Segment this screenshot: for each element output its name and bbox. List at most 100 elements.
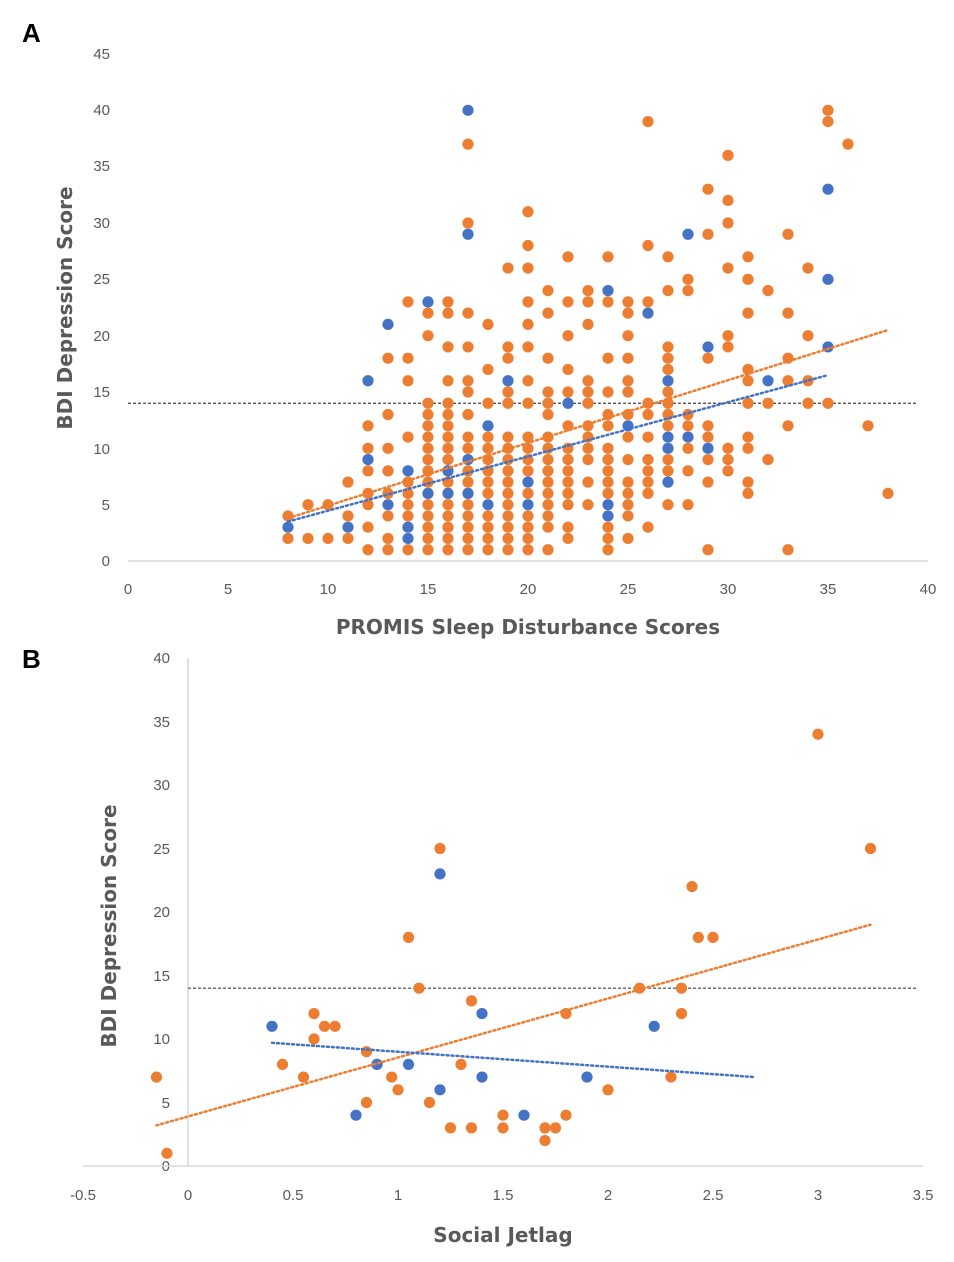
panel-b-x-axis-title: Social Jetlag [433, 1223, 572, 1247]
data-point-orange [702, 431, 714, 443]
data-point-orange [682, 442, 694, 454]
data-point-orange [402, 499, 414, 511]
y-tick-label: 15 [153, 968, 170, 985]
y-tick-label: 10 [153, 1031, 170, 1048]
data-point-blue [434, 868, 446, 880]
data-point-orange [602, 465, 614, 477]
data-point-blue [648, 1020, 660, 1032]
data-point-orange [497, 1122, 509, 1134]
trendline-orange [286, 328, 890, 520]
data-point-blue [350, 1109, 362, 1121]
data-point-blue [522, 476, 534, 488]
data-point-orange [702, 183, 714, 195]
trendline-blue [270, 1041, 757, 1079]
data-point-orange [542, 521, 554, 533]
data-point-orange [782, 375, 794, 387]
data-point-orange [802, 397, 814, 409]
data-point-orange [782, 307, 794, 319]
data-point-orange [562, 296, 574, 308]
data-point-orange [549, 1122, 562, 1134]
data-point-orange [462, 532, 474, 545]
data-point-orange [662, 352, 674, 364]
data-point-orange [522, 239, 534, 252]
data-point-orange [161, 1147, 173, 1159]
data-point-blue [462, 228, 474, 240]
data-point-orange [622, 352, 634, 364]
data-point-orange [422, 442, 434, 454]
data-point-orange [582, 296, 594, 308]
data-point-orange [702, 476, 714, 488]
x-tick-label: 0.5 [283, 1187, 304, 1204]
data-point-orange [642, 476, 654, 488]
data-point-orange [864, 842, 877, 855]
data-point-orange [662, 251, 674, 263]
data-point-blue [442, 487, 454, 499]
data-point-orange [282, 510, 294, 522]
data-point-orange [402, 431, 414, 443]
data-point-orange [539, 1135, 551, 1147]
data-point-orange [462, 510, 474, 522]
data-point-orange [502, 476, 514, 488]
data-point-orange [502, 262, 514, 274]
data-point-orange [522, 442, 534, 454]
data-point-orange [675, 1008, 688, 1020]
data-point-orange [722, 217, 734, 229]
data-point-orange [622, 431, 634, 443]
data-point-orange [465, 1122, 478, 1134]
data-point-orange [362, 442, 374, 454]
data-point-orange [633, 982, 646, 994]
data-point-orange [482, 431, 494, 443]
data-point-blue [822, 183, 834, 195]
data-point-orange [782, 228, 794, 240]
data-point-orange [422, 521, 434, 533]
data-point-orange [822, 397, 834, 409]
data-point-orange [682, 499, 694, 511]
data-point-orange [502, 544, 514, 556]
data-point-orange [318, 1020, 331, 1032]
data-point-blue [422, 487, 434, 499]
data-point-orange [665, 1071, 677, 1083]
data-point-orange [742, 442, 754, 454]
data-point-blue [522, 499, 534, 511]
x-tick-label: 5 [224, 581, 232, 598]
data-point-orange [722, 442, 734, 454]
data-point-orange [562, 386, 574, 398]
data-point-blue [662, 442, 674, 454]
data-point-orange [662, 465, 674, 477]
y-tick-label: 35 [93, 158, 110, 175]
data-point-orange [622, 476, 634, 488]
data-point-orange [522, 341, 534, 353]
data-point-orange [542, 510, 554, 522]
data-point-orange [382, 442, 394, 454]
data-point-orange [707, 931, 719, 944]
data-point-orange [622, 487, 634, 499]
data-point-orange [862, 420, 874, 432]
data-point-orange [422, 510, 434, 522]
data-point-blue [462, 487, 474, 499]
data-point-orange [442, 521, 454, 533]
data-point-orange [442, 408, 454, 421]
data-point-orange [462, 465, 474, 477]
data-point-orange [662, 285, 674, 297]
data-point-orange [308, 1008, 320, 1020]
data-point-orange [502, 532, 514, 545]
data-point-orange [522, 487, 534, 499]
data-point-blue [602, 285, 614, 297]
x-tick-label: 15 [420, 581, 437, 598]
data-point-orange [602, 487, 614, 499]
trendline-orange [155, 923, 872, 1127]
data-point-orange [802, 375, 814, 387]
x-tick-label: 0 [124, 581, 132, 598]
data-point-orange [742, 307, 754, 319]
data-point-orange [560, 1109, 572, 1121]
data-point-orange [342, 510, 354, 522]
panel-a-x-tick-labels: 0 5 10 15 20 25 30 35 40 [124, 581, 937, 598]
data-point-orange [562, 487, 574, 499]
data-point-orange [462, 431, 474, 443]
data-point-orange [812, 728, 824, 740]
data-point-blue [282, 521, 294, 533]
data-point-orange [562, 476, 574, 488]
data-point-orange [622, 330, 634, 342]
data-point-orange [362, 544, 374, 556]
data-point-orange [542, 476, 554, 488]
